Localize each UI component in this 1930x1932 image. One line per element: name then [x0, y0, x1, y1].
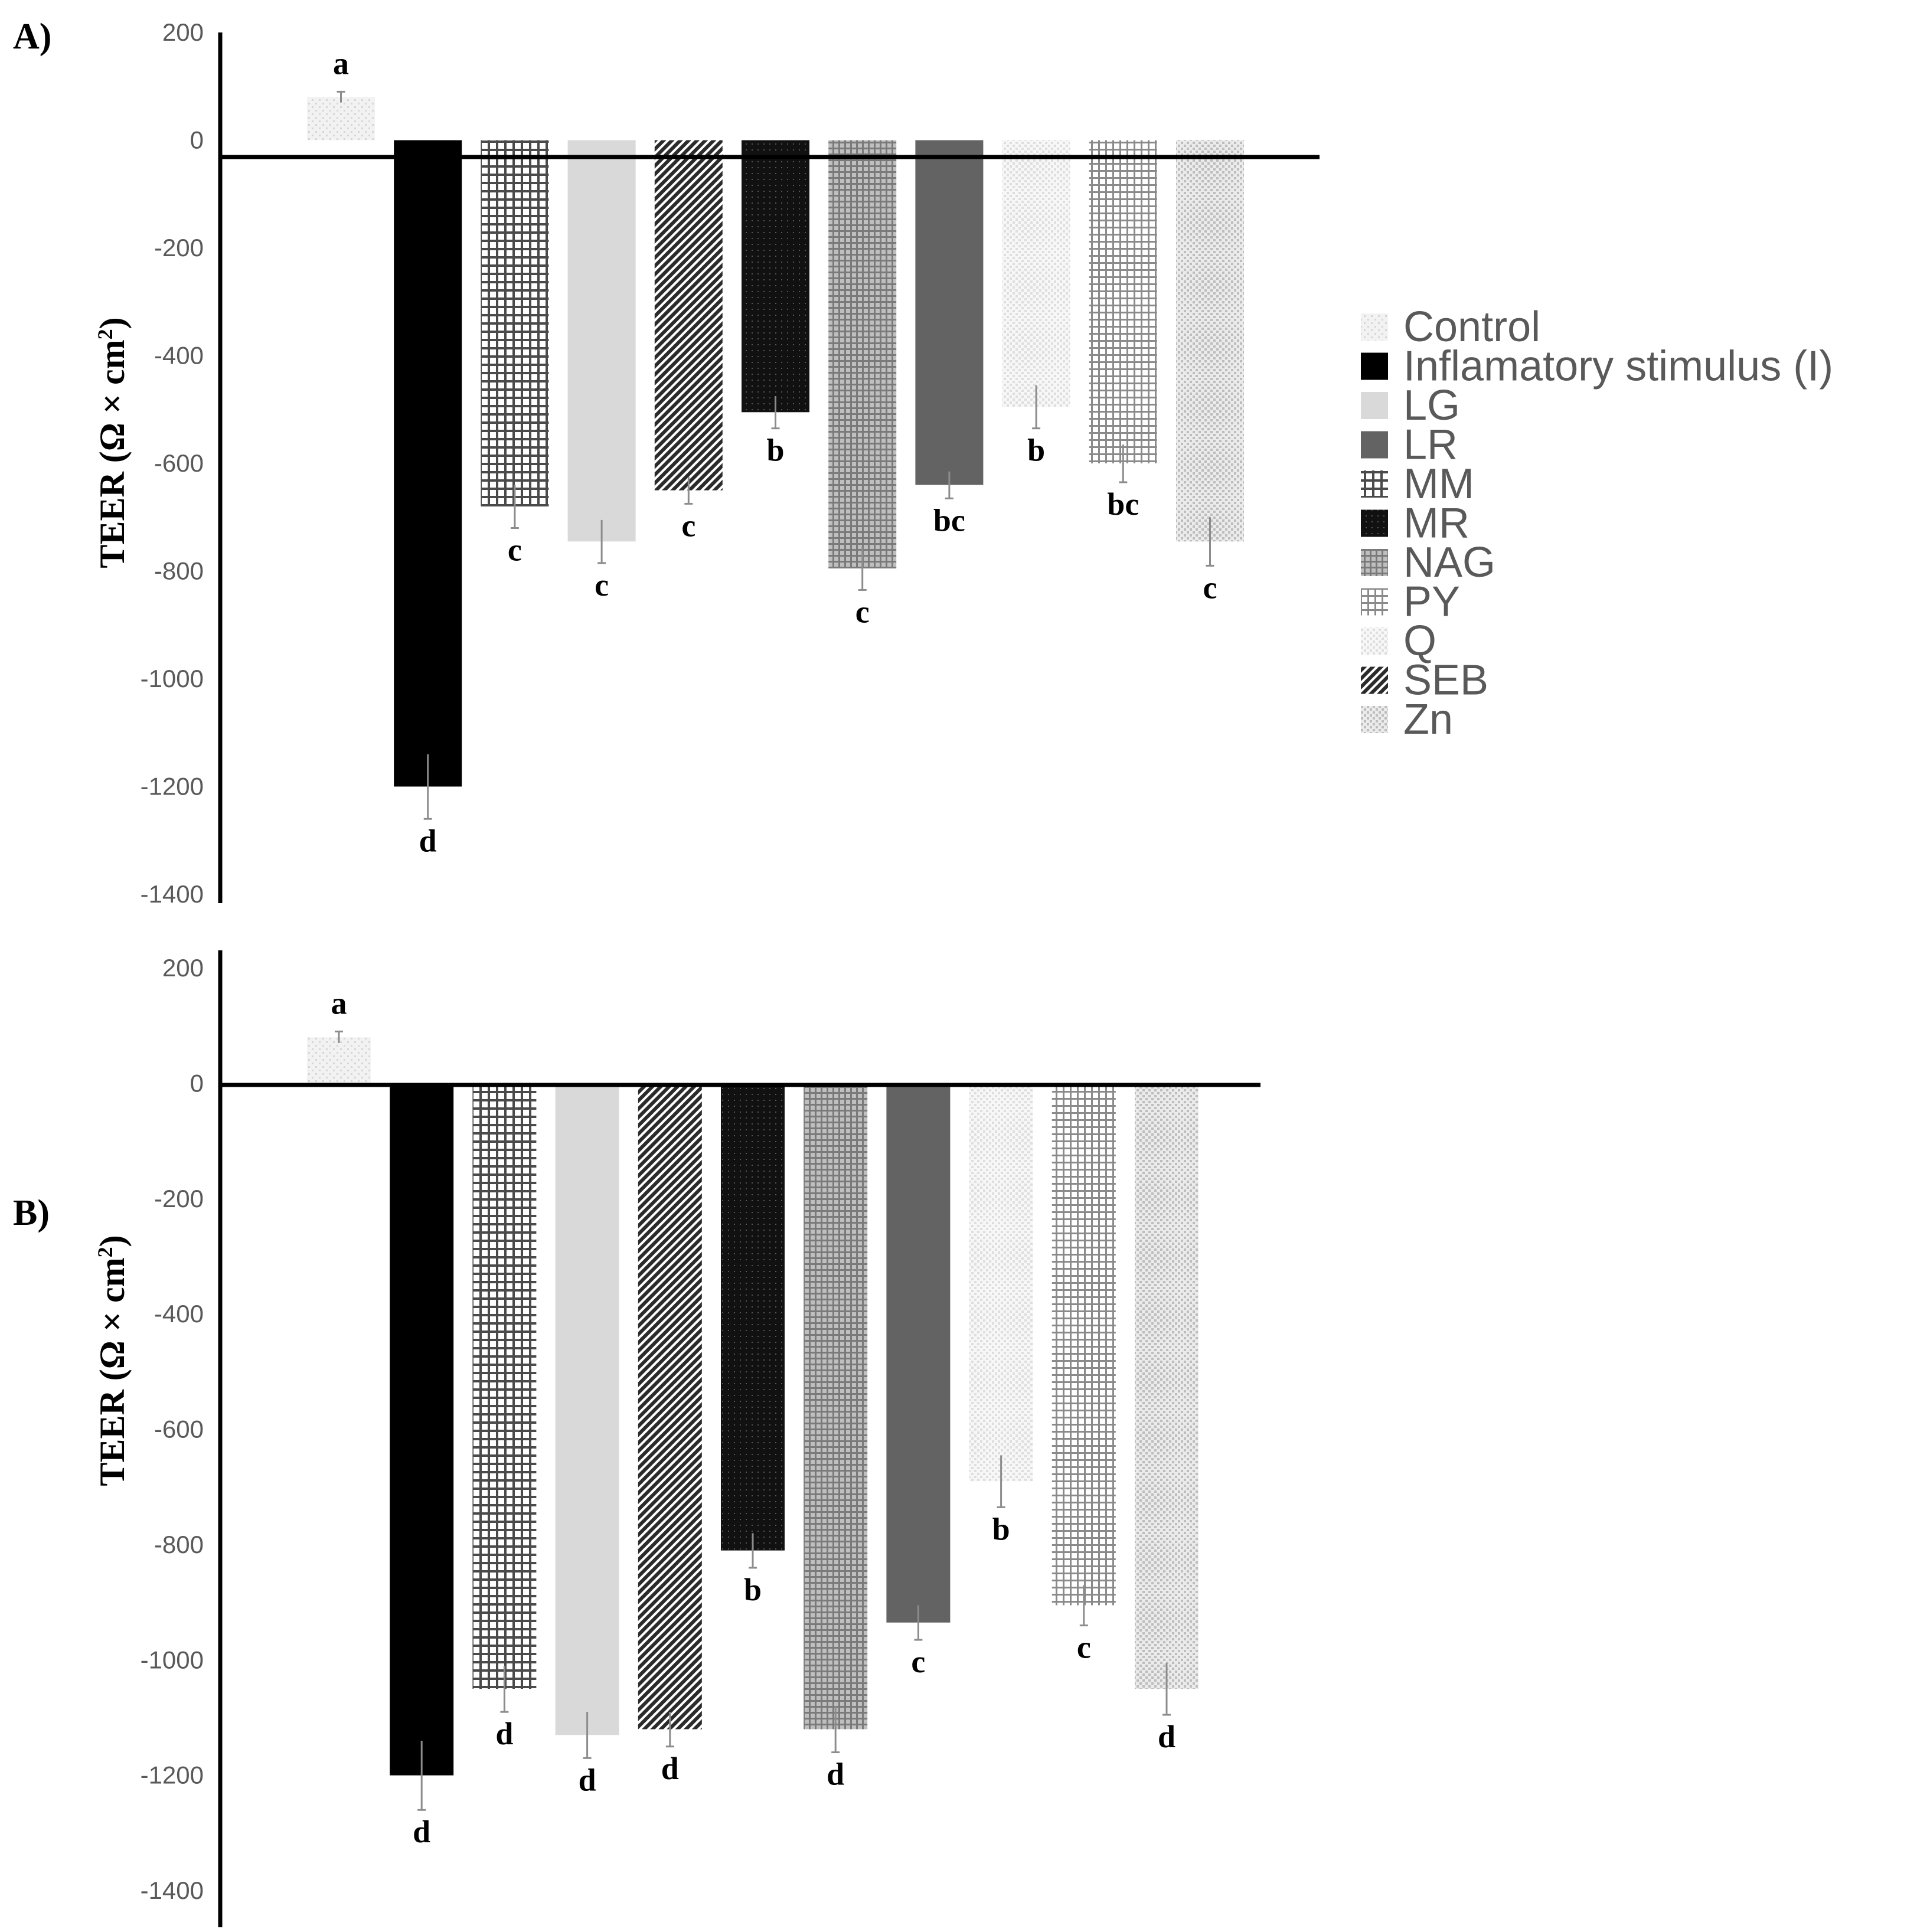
legend-swatch-mm [1361, 470, 1388, 498]
panel-b: B) TEER (Ω × cm2) 200 0 -200 -400 -600 -800 -1… [13, 950, 1260, 1927]
bar-control [307, 1037, 371, 1084]
y-tick-label: 200 [162, 18, 204, 46]
sig-letter: c [508, 532, 522, 568]
bar-py [1051, 1083, 1116, 1606]
bar-lr [886, 1083, 951, 1623]
legend-swatch-py [1361, 588, 1388, 616]
bar-lr [915, 140, 984, 485]
legend-swatch-lg [1361, 392, 1388, 419]
bar-nag [828, 140, 897, 568]
sig-letter: b [992, 1511, 1010, 1547]
legend-label-nag: NAG [1403, 539, 1495, 586]
bar-mm [472, 1083, 537, 1689]
sig-letter: a [333, 45, 349, 81]
legend-label-mm: MM [1403, 460, 1474, 508]
sig-letter: b [766, 433, 784, 468]
sig-letter: bc [933, 502, 965, 538]
panel-a: A) TEER (Ω × cm2) 200 0 -200 -400 -600 -800 -1… [13, 17, 1320, 908]
legend-label-lr: LR [1403, 421, 1458, 469]
panel-label-a: A) [13, 17, 51, 57]
sig-letter: c [911, 1644, 925, 1679]
legend-swatch-seb [1361, 666, 1388, 694]
y-tick-label: -200 [154, 1185, 204, 1212]
bars-b: a d d d d b d c b c d [307, 985, 1199, 1849]
legend-swatch-nag [1361, 549, 1388, 576]
y-tick-label: -1000 [141, 665, 204, 692]
sig-letter: c [1203, 570, 1217, 605]
bar-zn [1135, 1083, 1199, 1689]
y-tick-label: -400 [154, 1300, 204, 1328]
legend-swatch-inflamatory-stimulus-i [1361, 352, 1388, 380]
bar-lg [555, 1083, 619, 1735]
y-tick-label: -800 [154, 557, 204, 585]
legend-label-py: PY [1403, 578, 1460, 626]
legend-label-control: Control [1403, 303, 1540, 351]
legend-label-q: Q [1403, 617, 1436, 665]
y-tick-label: -600 [154, 1416, 204, 1443]
sig-letter: d [413, 1814, 430, 1849]
bar-q [1002, 140, 1070, 407]
y-tick-label: 0 [190, 1069, 204, 1097]
y-axis-label-b: TEER (Ω × cm2) [93, 1235, 132, 1486]
bar-nag [804, 1083, 868, 1730]
legend-label-zn: Zn [1403, 696, 1453, 743]
sig-letter: b [1027, 433, 1045, 468]
legend-swatch-q [1361, 627, 1388, 655]
y-tick-label: 200 [162, 954, 204, 982]
sig-letter: d [661, 1751, 679, 1786]
y-axis-label-a: TEER (Ω × cm2) [93, 317, 132, 568]
bar-mr [721, 1083, 785, 1551]
y-tick-label: -1200 [141, 773, 204, 800]
y-tick-label: -1400 [141, 880, 204, 908]
bar-inflamatory-stimulus-i [394, 140, 462, 787]
bar-mr [742, 140, 809, 413]
sig-letter: a [331, 985, 347, 1021]
bar-seb [638, 1083, 702, 1730]
y-ticks-b: 200 0 -200 -400 -600 -800 -1000 -1200 -1400 [141, 954, 204, 1904]
sig-letter: d [579, 1762, 596, 1797]
y-tick-label: -1200 [141, 1761, 204, 1789]
sig-letter: b [744, 1572, 762, 1607]
sig-letter: d [827, 1757, 844, 1792]
bar-py [1089, 140, 1157, 463]
sig-letter: d [495, 1716, 513, 1751]
legend-label-mr: MR [1403, 500, 1469, 547]
bar-mm [481, 140, 549, 506]
sig-letter: c [1077, 1630, 1091, 1665]
bar-lg [567, 140, 636, 542]
legend-label-seb: SEB [1403, 657, 1488, 704]
y-tick-label: -800 [154, 1531, 204, 1558]
panel-label-b: B) [13, 1193, 50, 1233]
legend-swatch-lr [1361, 431, 1388, 459]
bar-q [969, 1083, 1033, 1482]
bar-inflamatory-stimulus-i [390, 1083, 454, 1776]
y-tick-label: -600 [154, 449, 204, 477]
sig-letter: c [855, 594, 870, 629]
y-tick-label: -400 [154, 342, 204, 370]
legend-swatch-control [1361, 313, 1388, 341]
legend-swatch-zn [1361, 706, 1388, 733]
y-tick-label: -1000 [141, 1646, 204, 1673]
bar-control [307, 97, 375, 140]
sig-letter: c [595, 567, 609, 603]
y-ticks-a: 200 0 -200 -400 -600 -800 -1000 -1200 -1400 [141, 18, 204, 908]
legend-swatch-mr [1361, 509, 1388, 537]
legend-label-lg: LG [1403, 382, 1460, 429]
legend-label-inflamatory-stimulus-i: Inflamatory stimulus (I) [1403, 343, 1833, 390]
sig-letter: d [1158, 1719, 1175, 1754]
y-tick-label: 0 [190, 126, 204, 154]
bar-seb [654, 140, 723, 491]
sig-letter: d [419, 823, 437, 858]
y-tick-label: -1400 [141, 1877, 204, 1904]
y-tick-label: -200 [154, 234, 204, 261]
bar-zn [1176, 140, 1244, 542]
sig-letter: bc [1107, 486, 1139, 522]
sig-letter: c [681, 508, 695, 543]
